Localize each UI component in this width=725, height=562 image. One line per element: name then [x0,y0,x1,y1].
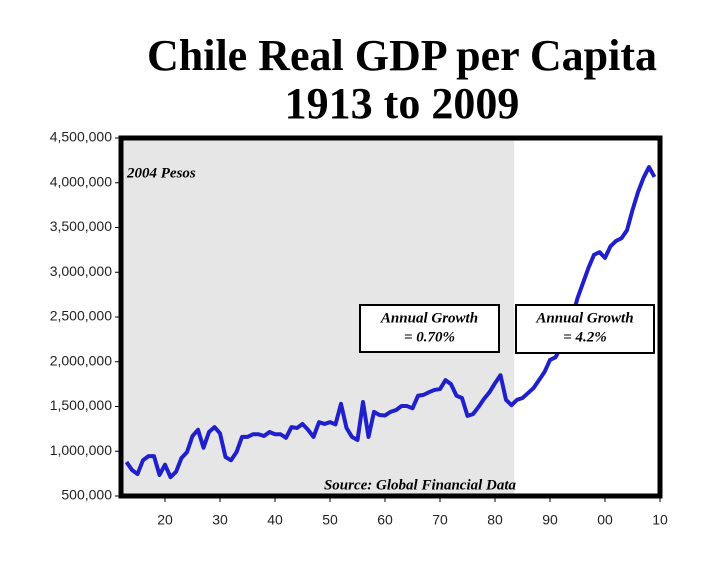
y-tick-label: 4,000,000 [50,173,112,189]
y-tick-label: 3,000,000 [50,263,112,279]
y-tick-label: 4,500,000 [50,129,112,145]
chart-subtitle: 1913 to 2009 [285,79,520,128]
source-note: Source: Global Financial Data [324,477,517,493]
growth-note: Annual Growth [535,310,633,326]
note-box [359,304,500,353]
y-tick-label: 2,500,000 [50,308,112,324]
y-tick-label: 500,000 [61,487,112,503]
y-tick-label: 3,500,000 [50,218,112,234]
x-tick-label: 40 [267,512,283,528]
y-tick-label: 1,000,000 [50,442,112,458]
x-tick-label: 80 [487,512,503,528]
plot-frame [118,135,663,499]
x-tick-label: 20 [157,512,173,528]
x-tick-label: 10 [652,512,668,528]
x-tick-label: 50 [322,512,338,528]
growth-note: Annual Growth [380,310,478,326]
x-tick-label: 60 [377,512,393,528]
growth-note: = 0.70% [404,329,455,345]
y-tick-label: 2,000,000 [50,352,112,368]
growth-note: = 4.2% [563,329,607,345]
x-tick-label: 00 [597,512,613,528]
x-tick-label: 30 [212,512,228,528]
y-tick-label: 1,500,000 [50,397,112,413]
chart-title: Chile Real GDP per Capita [147,31,657,80]
x-tick-label: 90 [542,512,558,528]
x-tick-label: 70 [432,512,448,528]
unit-note: 2004 Pesos [126,165,196,181]
note-box [515,304,655,354]
